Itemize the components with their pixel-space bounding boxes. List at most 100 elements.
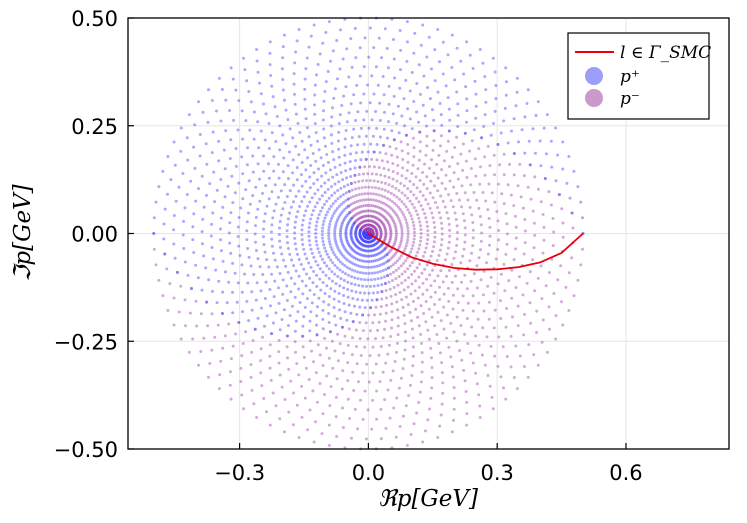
p-plus-point	[386, 266, 390, 270]
p-minus-point	[394, 228, 398, 232]
p-minus-point	[504, 397, 508, 401]
p-minus-point	[458, 349, 462, 353]
p-plus-point	[436, 90, 440, 94]
p-plus-point	[256, 162, 260, 166]
p-plus-point	[324, 80, 328, 84]
p-plus-point	[349, 254, 353, 258]
p-minus-point	[372, 220, 376, 224]
p-plus-point	[333, 232, 337, 236]
p-minus-point	[393, 224, 397, 228]
p-minus-point	[384, 311, 388, 315]
p-minus-point	[432, 129, 436, 133]
p-plus-point	[366, 236, 370, 240]
p-plus-point	[172, 228, 176, 232]
p-plus-point	[344, 128, 348, 132]
p-minus-point	[450, 155, 454, 159]
p-minus-point	[406, 238, 410, 242]
p-minus-point	[383, 327, 387, 331]
p-minus-point	[371, 232, 375, 236]
p-minus-point	[375, 232, 379, 236]
p-plus-point	[327, 311, 331, 315]
p-minus-point	[175, 270, 179, 274]
p-minus-point	[407, 276, 411, 280]
p-minus-point	[374, 192, 378, 196]
p-plus-point	[308, 288, 312, 292]
p-minus-point	[268, 354, 272, 358]
p-minus-point	[423, 212, 427, 216]
p-plus-point	[293, 61, 297, 65]
p-minus-point	[397, 217, 401, 221]
p-plus-point	[379, 270, 383, 274]
p-plus-point	[313, 122, 317, 126]
p-plus-point	[329, 245, 333, 249]
p-plus-point	[237, 215, 241, 219]
p-plus-point	[290, 304, 294, 308]
p-minus-point	[420, 341, 424, 345]
p-minus-point	[416, 315, 420, 319]
p-plus-point	[281, 56, 285, 60]
p-minus-point	[373, 221, 377, 225]
p-minus-point	[384, 230, 388, 234]
p-minus-point	[490, 191, 494, 195]
p-minus-point	[390, 184, 394, 188]
p-plus-point	[354, 290, 358, 294]
p-plus-point	[364, 260, 368, 264]
p-plus-point	[342, 219, 346, 223]
p-minus-point	[373, 226, 377, 230]
p-plus-point	[236, 235, 240, 239]
p-plus-point	[268, 304, 272, 308]
p-minus-point	[394, 350, 398, 354]
p-plus-point	[360, 253, 364, 257]
p-minus-point	[365, 231, 369, 235]
p-plus-point	[482, 124, 486, 128]
p-minus-point	[409, 214, 413, 218]
p-plus-point	[319, 156, 323, 160]
p-plus-point	[251, 170, 255, 174]
p-minus-point	[352, 194, 356, 198]
p-minus-point	[352, 214, 356, 218]
p-plus-point	[304, 209, 308, 213]
p-plus-point	[358, 46, 362, 50]
p-plus-point	[474, 104, 478, 108]
p-plus-point	[281, 133, 285, 137]
p-minus-point	[482, 269, 486, 273]
p-minus-point	[372, 210, 376, 214]
p-minus-point	[452, 385, 456, 389]
p-plus-point	[333, 227, 337, 231]
p-plus-point	[319, 209, 323, 213]
p-plus-point	[253, 224, 257, 228]
p-plus-point	[324, 273, 328, 277]
p-plus-point	[345, 223, 349, 227]
p-plus-point	[352, 304, 356, 308]
p-plus-point	[268, 51, 272, 55]
p-minus-point	[405, 241, 409, 245]
p-plus-point	[284, 142, 288, 146]
p-plus-point	[315, 201, 319, 205]
p-minus-point	[398, 219, 402, 223]
p-minus-point	[379, 229, 383, 233]
p-minus-point	[547, 190, 551, 194]
p-minus-point	[544, 284, 548, 288]
p-minus-point	[419, 204, 423, 208]
p-minus-point	[287, 410, 291, 414]
p-minus-point	[366, 219, 370, 223]
p-minus-point	[386, 352, 390, 356]
p-minus-point	[367, 230, 371, 234]
p-plus-point	[363, 235, 367, 239]
p-plus-point	[556, 153, 560, 157]
p-minus-point	[493, 200, 497, 204]
p-minus-point	[402, 202, 406, 206]
p-minus-point	[371, 371, 375, 375]
p-minus-point	[380, 187, 384, 191]
p-plus-point	[363, 235, 367, 239]
p-plus-point	[307, 226, 311, 230]
p-minus-point	[277, 361, 281, 365]
y-tick-label: −0.50	[54, 438, 118, 462]
p-plus-point	[504, 66, 508, 70]
p-minus-point	[395, 155, 399, 159]
p-minus-point	[461, 254, 465, 258]
p-minus-point	[361, 210, 365, 214]
p-minus-point	[394, 277, 398, 281]
p-plus-point	[368, 236, 372, 240]
p-plus-point	[245, 220, 249, 224]
